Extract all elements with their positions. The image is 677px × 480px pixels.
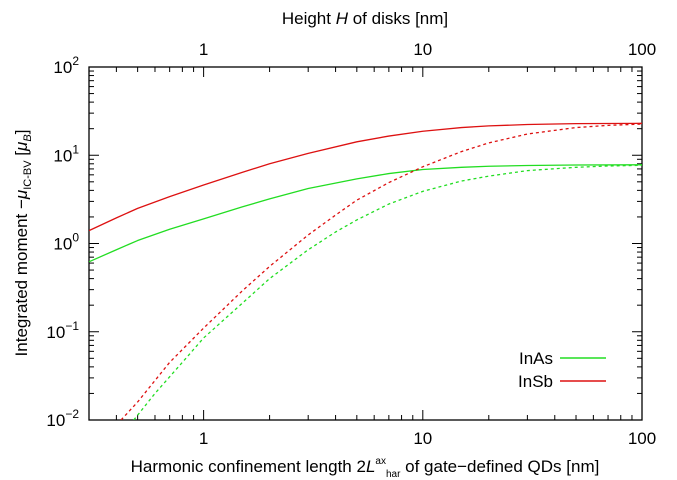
legend-label-inas: InAs <box>519 349 553 368</box>
x2-tick-label: 1 <box>199 40 208 59</box>
curves-group <box>89 122 642 420</box>
x2-axis-label: Height H of disks [nm] <box>282 9 448 28</box>
y-tick-label: 101 <box>53 142 79 165</box>
y-tick-label: 100 <box>53 231 79 254</box>
plot-frame <box>88 66 643 421</box>
legend: InAs InSb <box>518 349 606 391</box>
x2-tick-label: 10 <box>413 40 432 59</box>
y-axis-label: Integrated moment −μIC-BV [μB] <box>12 130 34 357</box>
series-line-0 <box>89 164 642 263</box>
y-tick-label: 10−1 <box>46 319 79 342</box>
legend-label-insb: InSb <box>518 372 553 391</box>
series-line-1 <box>89 122 642 232</box>
x-tick-label: 100 <box>628 429 656 448</box>
series-line-3 <box>120 123 642 420</box>
series-line-2 <box>133 164 642 420</box>
ticks-group: 1 10 100 1 10 100 10−2 10−1 100 101 102 <box>46 40 656 448</box>
x-tick-label: 10 <box>413 429 432 448</box>
x-tick-label: 1 <box>199 429 208 448</box>
y-tick-label: 10−2 <box>46 407 79 430</box>
y-tick-label: 102 <box>53 54 79 77</box>
x2-tick-label: 100 <box>628 40 656 59</box>
x-axis-label: Harmonic confinement length 2Laxhar of g… <box>131 456 600 480</box>
